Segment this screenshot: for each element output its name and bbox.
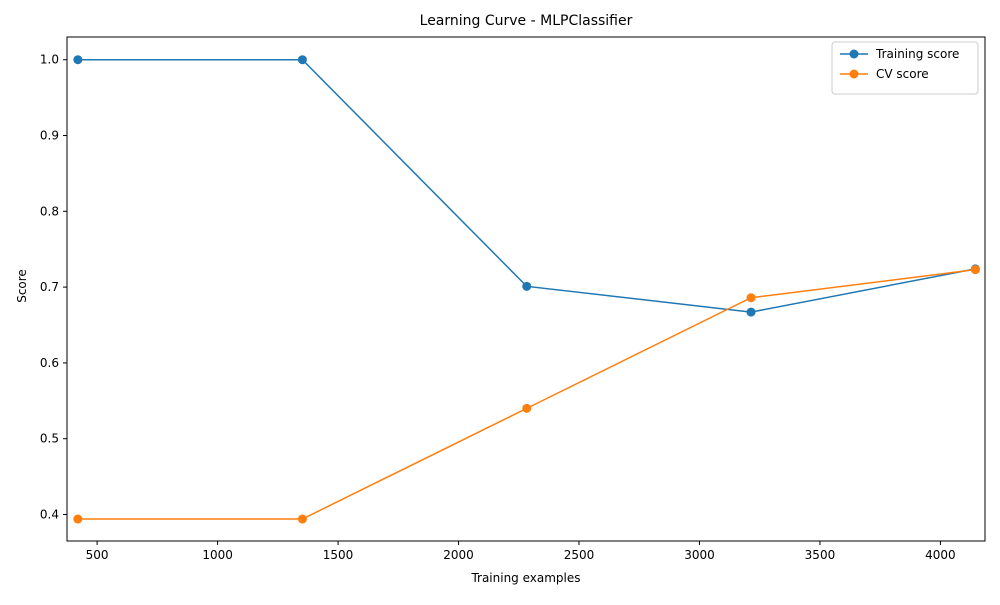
chart-title: Learning Curve - MLPClassifier <box>420 13 633 29</box>
training-score-point <box>522 281 532 291</box>
x-tick-label: 1500 <box>323 548 354 562</box>
legend-training-score-label: Training score <box>875 47 959 61</box>
legend-cv-score-label: CV score <box>876 67 929 81</box>
y-tick-label: 0.9 <box>40 129 59 143</box>
x-tick-label: 2500 <box>564 548 595 562</box>
cv-score-point <box>73 514 83 524</box>
training-score-line <box>77 58 976 313</box>
y-tick-label: 0.5 <box>40 432 59 446</box>
x-axis-label: Training examples <box>470 571 580 585</box>
y-tick-label: 0.8 <box>40 204 59 218</box>
y-tick-label: 0.6 <box>40 356 59 370</box>
x-tick-label: 1000 <box>202 548 233 562</box>
cv-score-point <box>970 265 980 275</box>
training-score-point <box>73 55 83 65</box>
legend-training-score-marker <box>849 49 859 59</box>
y-axis-label: Score <box>15 269 29 303</box>
x-tick-label: 4000 <box>925 548 956 562</box>
x-tick-label: 500 <box>86 548 109 562</box>
plot-frame <box>66 36 986 542</box>
legend: Training score CV score <box>831 41 979 95</box>
cv-score-point <box>746 293 756 303</box>
cv-score-point <box>522 403 532 413</box>
x-tick-label: 3500 <box>805 548 836 562</box>
y-tick-label: 1.0 <box>40 53 59 67</box>
cv-score-point <box>297 514 307 524</box>
legend-box <box>831 41 979 95</box>
training-score-point <box>297 55 307 65</box>
legend-cv-score-marker <box>849 69 859 79</box>
cv-score-line <box>77 268 976 520</box>
training-score-point <box>746 307 756 317</box>
y-tick-label: 0.4 <box>40 507 59 521</box>
y-tick-label: 0.7 <box>40 280 59 294</box>
plot-area: 500 1000 1500 2000 2500 3000 3500 4000 0.4 0.5 0.6… <box>40 36 986 562</box>
x-tick-label: 3000 <box>684 548 715 562</box>
x-tick-label: 2000 <box>443 548 474 562</box>
